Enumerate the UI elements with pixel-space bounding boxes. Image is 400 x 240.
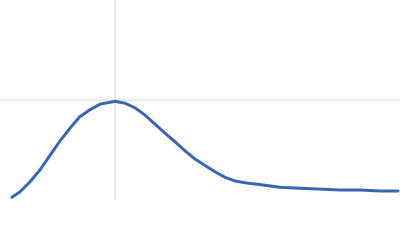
chart (0, 0, 400, 200)
data-line (10, 99, 400, 199)
page: {"chart_data": {"type": "line", "x": [0.… (0, 0, 400, 200)
